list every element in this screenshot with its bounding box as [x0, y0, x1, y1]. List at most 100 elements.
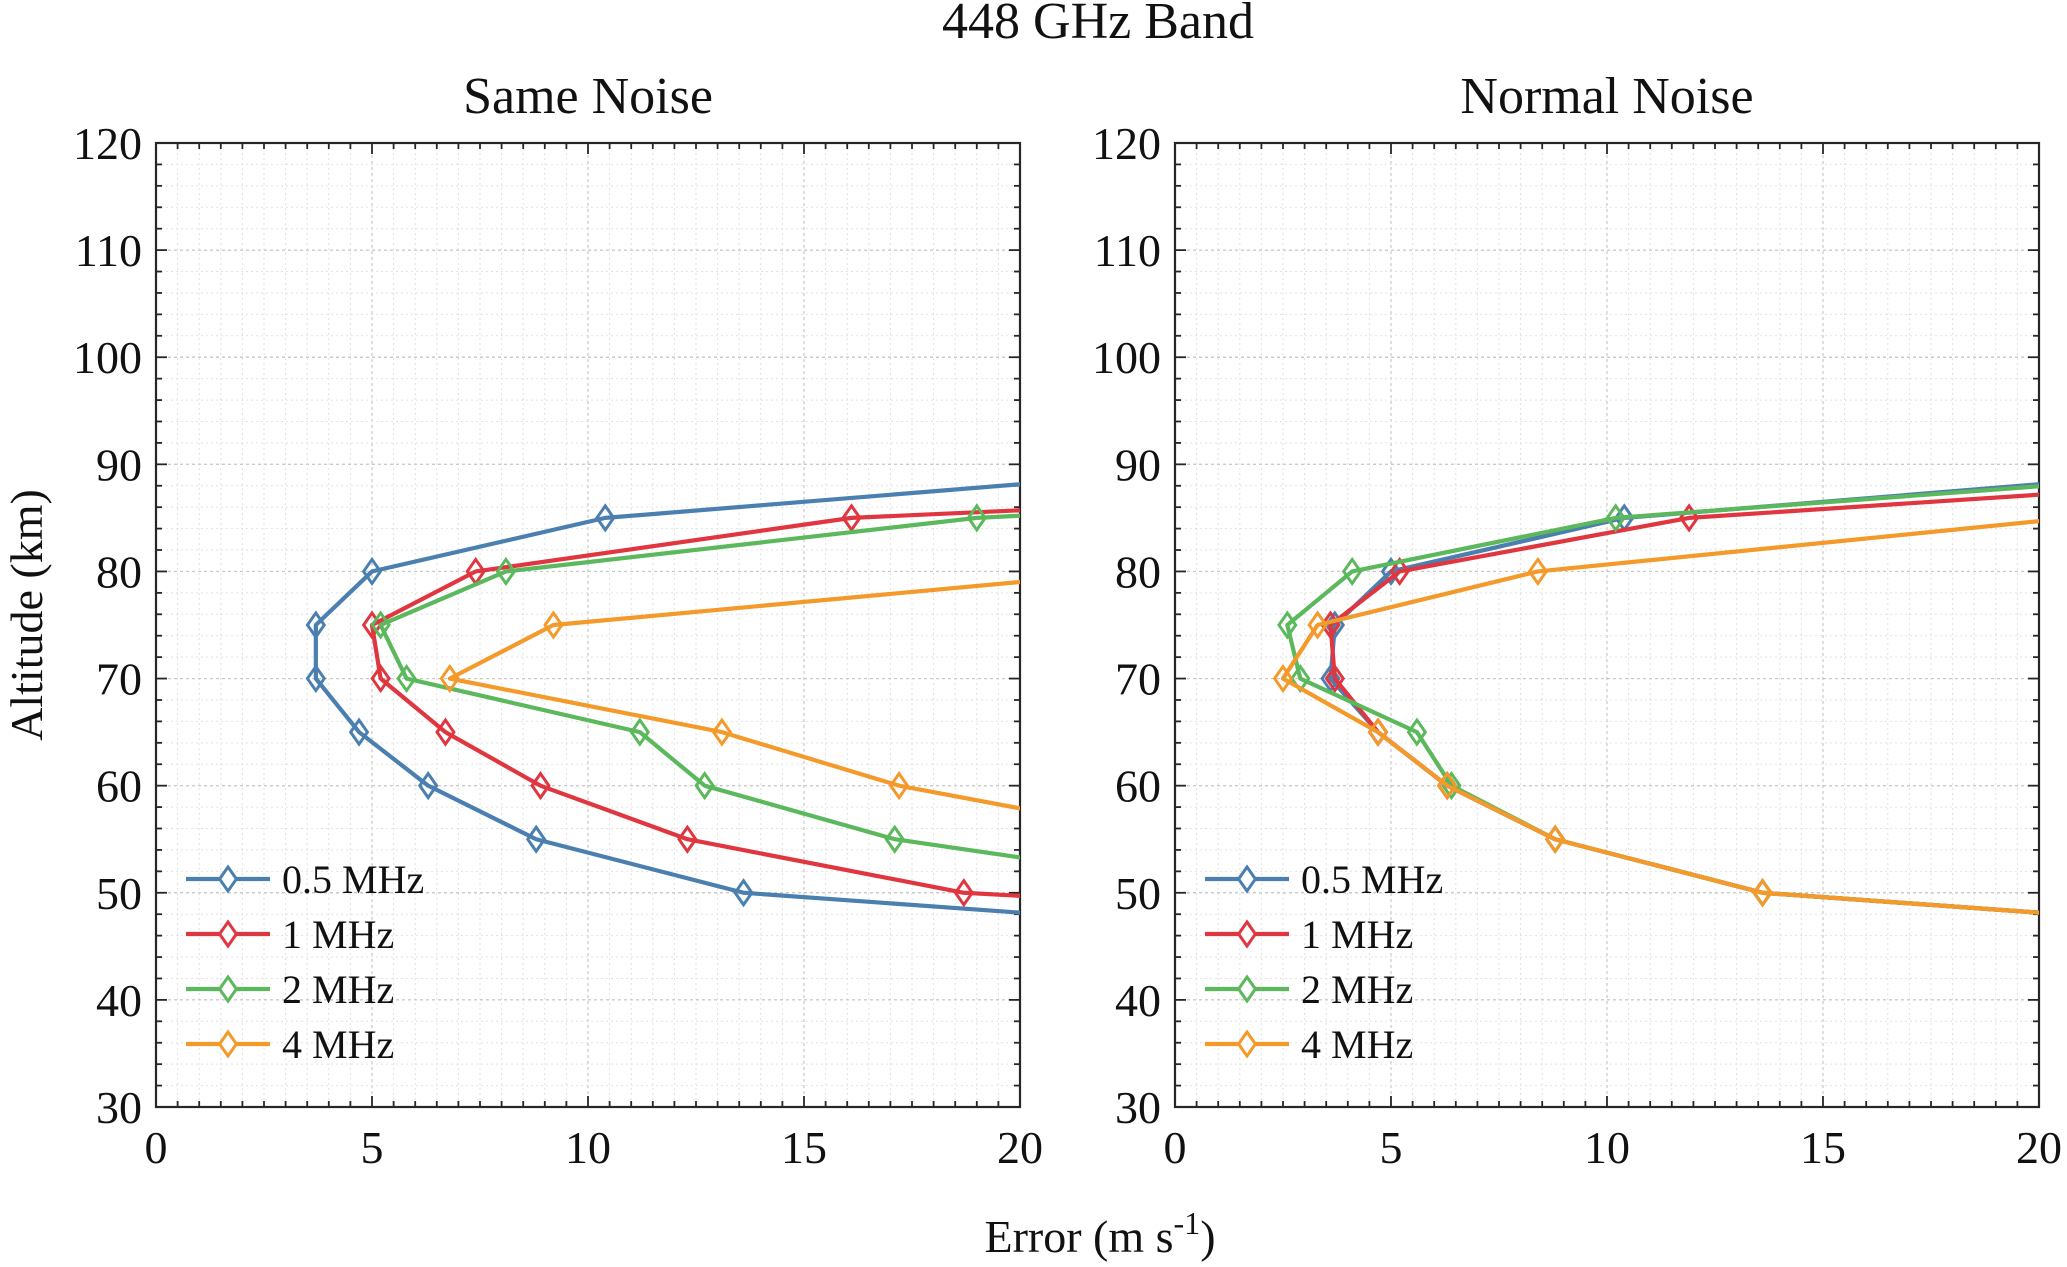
data-point-marker — [543, 610, 564, 640]
legend-label: 1 MHz — [1301, 912, 1413, 957]
legend-label: 0.5 MHz — [1301, 857, 1443, 902]
data-point-marker — [1406, 717, 1428, 747]
data-point-marker — [1380, 556, 1402, 587]
y-tick-label: 90 — [1115, 439, 1161, 490]
data-point-marker — [677, 824, 698, 854]
y-tick-label: 50 — [96, 868, 142, 919]
y-tick-label: 70 — [1115, 654, 1161, 705]
x-tick-label: 0 — [1164, 1122, 1187, 1173]
y-tick-label: 30 — [96, 1082, 142, 1133]
plot-area — [305, 482, 1020, 915]
legend-label: 2 MHz — [1301, 967, 1413, 1012]
data-point-marker — [1307, 610, 1328, 640]
data-point-marker — [841, 503, 862, 533]
data-point-marker — [1341, 556, 1363, 587]
x-tick-label: 20 — [2016, 1122, 2062, 1173]
y-tick-label: 60 — [96, 761, 142, 812]
y-tick-label: 120 — [1092, 118, 1161, 169]
x-tick-label: 10 — [1584, 1122, 1630, 1173]
grid — [1175, 143, 2039, 1107]
series-1-mhz — [361, 503, 1020, 908]
y-tick-label: 50 — [1115, 868, 1161, 919]
data-point-marker — [1272, 663, 1294, 694]
x-tick-label: 15 — [1800, 1122, 1846, 1173]
grid — [156, 143, 1020, 1107]
data-point-marker — [1544, 824, 1566, 854]
y-tick-label: 30 — [1115, 1082, 1161, 1133]
x-axis-label-main: Error (m s — [984, 1211, 1173, 1262]
data-point-marker — [888, 771, 910, 801]
y-tick-label: 110 — [1094, 225, 1161, 276]
data-point-marker — [884, 824, 905, 854]
data-point-marker — [348, 717, 370, 747]
data-point-marker — [439, 663, 460, 694]
data-point-marker — [396, 663, 417, 694]
series-4-mhz — [1272, 519, 2039, 915]
data-point-marker — [305, 610, 327, 640]
series-4-mhz — [439, 579, 1020, 811]
series-line — [313, 482, 1020, 915]
data-point-marker — [1527, 556, 1549, 587]
legend-marker — [217, 1029, 239, 1059]
panel-title: Normal Noise — [1460, 68, 1753, 125]
legend-marker — [1236, 974, 1258, 1004]
legend-marker — [217, 919, 239, 949]
data-point-marker — [1367, 717, 1389, 747]
y-tick-label: 100 — [73, 332, 142, 383]
data-point-marker — [530, 771, 551, 801]
plot-area — [1272, 482, 2039, 915]
x-tick-label: 20 — [997, 1122, 1043, 1173]
legend: 0.5 MHz 1 MHz 2 MHz 4 MHz — [1205, 857, 1443, 1067]
data-point-marker — [629, 717, 651, 747]
legend-label: 4 MHz — [282, 1022, 394, 1067]
series-line — [447, 579, 1020, 811]
y-tick-label: 100 — [1092, 332, 1161, 383]
data-point-marker — [595, 503, 616, 533]
data-point-marker — [966, 503, 988, 533]
legend-marker — [1236, 864, 1258, 894]
panel-normal-noise: 0 5 10 15 20 30 40 50 60 70 80 90 100 110 120 Normal No… — [1092, 68, 2062, 1173]
series-2-mhz — [370, 503, 1020, 860]
data-point-marker — [1389, 556, 1410, 587]
legend-marker — [217, 864, 239, 894]
legend-label: 4 MHz — [1301, 1022, 1413, 1067]
legend-marker — [1236, 1029, 1258, 1059]
panel-same-noise: 0 5 10 15 20 30 40 50 60 70 80 90 100 110 120 Same Nois… — [73, 68, 1043, 1173]
x-axis-label-superscript: -1 — [1174, 1205, 1201, 1241]
figure-title: 448 GHz Band — [942, 0, 1254, 50]
data-point-marker — [733, 878, 754, 908]
series-0-5-mhz — [305, 482, 1020, 915]
y-tick-label: 80 — [1115, 546, 1161, 597]
data-point-marker — [417, 771, 439, 801]
y-tick-label: 110 — [75, 225, 142, 276]
x-tick-label: 0 — [145, 1122, 168, 1173]
data-point-marker — [1441, 771, 1462, 801]
data-point-marker — [953, 878, 975, 908]
data-point-marker — [711, 717, 733, 747]
data-point-marker — [694, 771, 715, 801]
data-point-marker — [305, 663, 327, 694]
legend-marker — [217, 974, 239, 1004]
y-tick-label: 90 — [96, 439, 142, 490]
x-tick-label: 15 — [781, 1122, 827, 1173]
data-point-marker — [370, 610, 391, 640]
y-tick-label: 70 — [96, 654, 142, 705]
x-axis-label: Error (m s-1) — [984, 1205, 1215, 1262]
y-tick-label: 120 — [73, 118, 142, 169]
data-point-marker — [1324, 663, 1346, 694]
data-point-marker — [525, 824, 547, 854]
series-line — [369, 508, 1020, 898]
data-point-marker — [361, 556, 383, 587]
panel-title: Same Noise — [463, 68, 713, 125]
data-point-marker — [1436, 771, 1458, 801]
legend-marker — [1236, 919, 1258, 949]
data-point-marker — [1752, 878, 1773, 908]
x-axis-label-end: ) — [1200, 1211, 1215, 1262]
x-tick-label: 10 — [565, 1122, 611, 1173]
legend: 0.5 MHz 1 MHz 2 MHz 4 MHz — [186, 857, 424, 1067]
x-tick-label: 5 — [1380, 1122, 1403, 1173]
data-point-marker — [1277, 610, 1298, 640]
x-tick-label: 5 — [361, 1122, 384, 1173]
series-line — [1280, 519, 2039, 915]
